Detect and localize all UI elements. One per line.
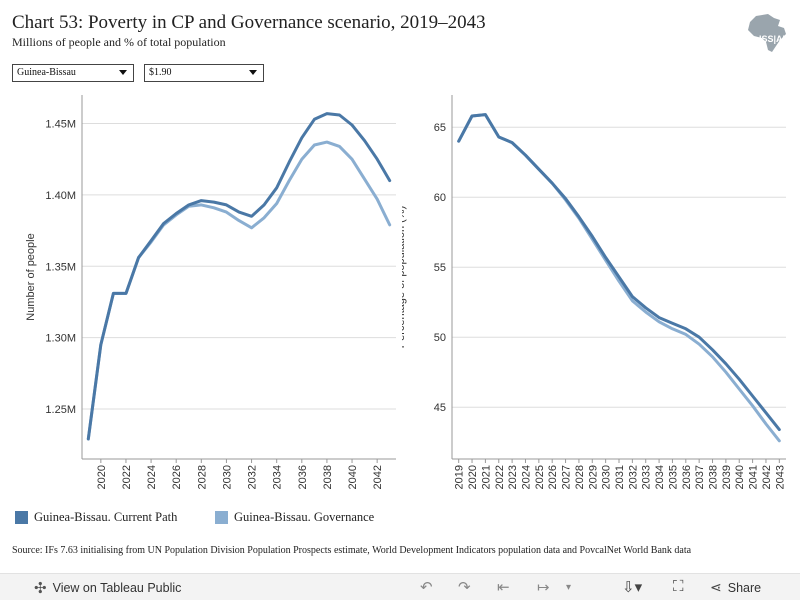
x-tick-label: 2042 bbox=[372, 465, 384, 489]
x-tick-label: 2034 bbox=[272, 465, 284, 489]
x-tick-label: 2019 bbox=[454, 465, 466, 489]
view-on-tableau-button[interactable]: ✣ View on Tableau Public bbox=[34, 579, 181, 597]
x-tick-label: 2022 bbox=[494, 465, 506, 489]
share-button[interactable]: ⋖ Share bbox=[710, 579, 761, 596]
legend-item-current-path[interactable]: Guinea-Bissau. Current Path bbox=[15, 510, 177, 525]
x-tick-label: 2029 bbox=[587, 465, 599, 489]
x-tick-label: 2024 bbox=[146, 465, 158, 489]
x-tick-label: 2035 bbox=[667, 465, 679, 489]
y-tick-label: 1.35M bbox=[45, 261, 76, 273]
redo-icon[interactable]: ↷ bbox=[458, 579, 471, 596]
x-tick-label: 2041 bbox=[748, 465, 760, 489]
legend-label-governance: Guinea-Bissau. Governance bbox=[234, 510, 375, 524]
pause-dropdown-icon[interactable]: ▾ bbox=[566, 582, 572, 593]
x-tick-label: 2040 bbox=[734, 465, 746, 489]
x-tick-label: 2020 bbox=[467, 465, 479, 489]
view-on-tableau-label: View on Tableau Public bbox=[52, 581, 182, 595]
people-chart-svg: 1.25M 1.30M 1.35M 1.40M 1.45M 2020 2022 2024 202… bbox=[25, 95, 396, 489]
x-tick-label: 2042 bbox=[761, 465, 773, 489]
y-axis-title: Percentage of population (%) bbox=[402, 206, 407, 348]
x-tick-label: 2028 bbox=[574, 465, 586, 489]
x-tick-label: 2037 bbox=[694, 465, 706, 489]
legend-label-current-path: Guinea-Bissau. Current Path bbox=[34, 510, 178, 524]
x-tick-label: 2026 bbox=[547, 465, 559, 489]
x-tick-label: 2039 bbox=[721, 465, 733, 489]
x-tick-label: 2023 bbox=[507, 465, 519, 489]
revert-icon[interactable]: ⇤ bbox=[497, 579, 510, 596]
x-tick-label: 2030 bbox=[221, 465, 233, 489]
x-tick-label: 2031 bbox=[614, 465, 626, 489]
africa-map-icon bbox=[748, 14, 786, 52]
issafrica-logo[interactable]: ISS|AF bbox=[742, 14, 790, 54]
x-tick-label: 2038 bbox=[708, 465, 720, 489]
y-tick-label: 45 bbox=[434, 402, 446, 414]
logo-text: ISS|AF bbox=[759, 34, 789, 44]
series-line-current-path[interactable] bbox=[86, 112, 392, 441]
chevron-down-icon bbox=[119, 70, 127, 75]
chart-title: Chart 53: Poverty in CP and Governance s… bbox=[12, 12, 486, 33]
x-tick-label: 2020 bbox=[96, 465, 108, 489]
poverty-line-dropdown[interactable]: $1.90 bbox=[144, 64, 264, 82]
country-dropdown-value: Guinea-Bissau bbox=[17, 67, 76, 78]
percent-chart: 45 50 55 60 65 2019 2020 2021 2022 2023 2024 2025 20… bbox=[395, 95, 792, 505]
share-label: Share bbox=[727, 580, 762, 595]
legend-swatch-governance bbox=[215, 511, 228, 524]
x-tick-label: 2025 bbox=[534, 465, 546, 489]
x-tick-label: 2024 bbox=[520, 465, 532, 489]
x-tick-label: 2036 bbox=[681, 465, 693, 489]
y-tick-label: 50 bbox=[434, 332, 446, 344]
undo-icon[interactable]: ↶ bbox=[420, 579, 433, 596]
fullscreen-icon[interactable]: ⛶ bbox=[673, 578, 684, 595]
chart-subtitle: Millions of people and % of total popula… bbox=[12, 35, 226, 49]
y-tick-label: 1.45M bbox=[45, 119, 76, 131]
country-dropdown[interactable]: Guinea-Bissau bbox=[12, 64, 134, 82]
x-tick-label: 2036 bbox=[297, 465, 309, 489]
x-tick-label: 2034 bbox=[654, 465, 666, 489]
series-line-current-path[interactable] bbox=[457, 113, 781, 432]
x-tick-label: 2040 bbox=[347, 465, 359, 489]
y-axis-title: Number of people bbox=[25, 233, 37, 320]
legend-swatch-current-path bbox=[15, 511, 28, 524]
source-note: Source: IFs 7.63 initialising from UN Po… bbox=[12, 545, 692, 556]
x-tick-label: 2026 bbox=[171, 465, 183, 489]
x-tick-label: 2030 bbox=[601, 465, 613, 489]
y-tick-label: 1.30M bbox=[45, 333, 76, 345]
poverty-line-dropdown-value: $1.90 bbox=[149, 67, 172, 78]
chevron-down-icon bbox=[249, 70, 257, 75]
y-tick-label: 1.25M bbox=[45, 404, 76, 416]
people-chart: 1.25M 1.30M 1.35M 1.40M 1.45M 2020 2022 2024 202… bbox=[12, 95, 402, 505]
tableau-footer: ✣ View on Tableau Public ↶ ↷ ⇤ ↦ ▾ ⇩▾ ⛶ … bbox=[0, 573, 800, 600]
x-tick-label: 2032 bbox=[247, 465, 259, 489]
x-tick-label: 2033 bbox=[641, 465, 653, 489]
y-tick-label: 65 bbox=[434, 122, 446, 134]
legend-item-governance[interactable]: Guinea-Bissau. Governance bbox=[215, 510, 374, 525]
tableau-icon: ✣ bbox=[34, 580, 47, 597]
share-icon: ⋖ bbox=[710, 579, 722, 595]
x-tick-label: 2021 bbox=[480, 465, 492, 489]
y-tick-label: 60 bbox=[434, 192, 446, 204]
x-tick-label: 2028 bbox=[196, 465, 208, 489]
download-icon[interactable]: ⇩▾ bbox=[622, 579, 643, 596]
series-line-governance[interactable] bbox=[86, 140, 392, 441]
x-tick-label: 2038 bbox=[322, 465, 334, 489]
y-tick-label: 1.40M bbox=[45, 190, 76, 202]
x-tick-label: 2032 bbox=[627, 465, 639, 489]
x-tick-label: 2043 bbox=[774, 465, 786, 489]
y-tick-label: 55 bbox=[434, 262, 446, 274]
x-tick-label: 2027 bbox=[561, 465, 573, 489]
x-tick-label: 2022 bbox=[121, 465, 133, 489]
refresh-icon[interactable]: ↦ bbox=[537, 579, 550, 596]
